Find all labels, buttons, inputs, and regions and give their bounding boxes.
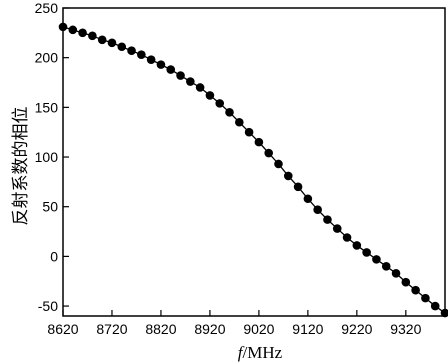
data-point — [166, 65, 176, 74]
plot-area — [58, 22, 448, 318]
y-tick-label: 50 — [42, 199, 58, 215]
y-tick-label: 150 — [35, 99, 59, 115]
data-point — [88, 31, 97, 41]
data-point — [401, 277, 411, 287]
x-tick-label: 9020 — [243, 321, 274, 337]
data-point — [303, 194, 313, 204]
data-point — [146, 55, 156, 64]
x-axis-unit: /MHz — [243, 343, 283, 362]
plot-frame — [62, 7, 446, 317]
data-point — [244, 127, 254, 137]
y-tick-label: 200 — [35, 50, 59, 66]
data-point — [156, 60, 166, 69]
y-tick-label: 250 — [35, 0, 59, 16]
y-axis: 250 200 150 100 50 0 -50 — [35, 0, 69, 314]
data-point — [391, 268, 401, 278]
data-point — [176, 71, 185, 80]
data-point — [381, 262, 391, 271]
data-point — [342, 233, 352, 242]
y-tick-label: -50 — [38, 298, 58, 314]
data-point — [97, 35, 107, 45]
data-point — [430, 301, 440, 311]
data-point — [352, 241, 362, 250]
data-point — [215, 99, 225, 108]
data-point — [117, 42, 127, 52]
data-point — [205, 91, 215, 100]
x-tick-label: 8720 — [96, 321, 127, 337]
data-point — [421, 293, 430, 303]
y-tick-label: 100 — [35, 149, 59, 165]
data-point — [127, 46, 136, 56]
y-tick-label: 0 — [50, 248, 58, 264]
x-tick-label: 8620 — [47, 321, 78, 337]
y-axis-title: 反射系数的相位 — [11, 107, 30, 226]
data-point — [225, 108, 234, 117]
data-point — [323, 215, 332, 224]
data-point — [362, 248, 371, 257]
x-axis-title: f/MHz — [238, 343, 283, 362]
data-point — [254, 137, 264, 147]
series-points — [58, 22, 448, 318]
data-point — [68, 25, 78, 35]
x-axis-variable: f — [238, 343, 245, 362]
data-point — [313, 205, 322, 214]
x-tick-label: 9320 — [390, 321, 421, 337]
x-tick-label: 8820 — [145, 321, 176, 337]
data-point — [411, 285, 420, 295]
data-point — [293, 182, 303, 192]
data-point — [235, 117, 244, 127]
x-axis: 8620 8720 8820 8920 9020 9120 9220 9320 — [47, 310, 422, 337]
x-tick-label: 9220 — [341, 321, 372, 337]
data-point — [264, 148, 273, 158]
data-point — [78, 28, 87, 38]
data-point — [372, 255, 381, 264]
data-point — [195, 83, 205, 92]
data-point — [332, 224, 342, 233]
x-tick-label: 9120 — [292, 321, 323, 337]
data-point — [274, 159, 283, 169]
data-point — [107, 38, 117, 48]
x-tick-label: 8920 — [194, 321, 225, 337]
series-line — [62, 26, 446, 314]
data-point — [186, 77, 195, 86]
data-point — [283, 171, 293, 181]
data-point — [137, 50, 146, 59]
